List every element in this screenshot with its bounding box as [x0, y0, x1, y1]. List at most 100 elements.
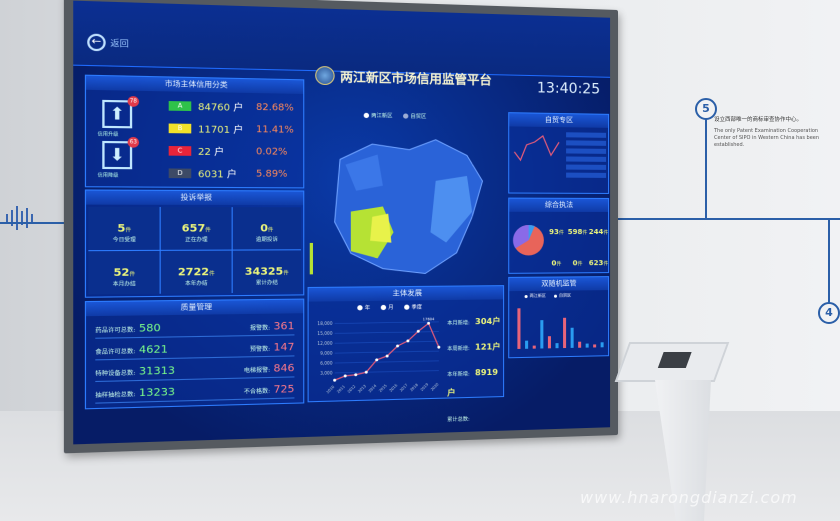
percent: 5.89%: [255, 168, 288, 180]
gridline: [335, 371, 439, 373]
panel-title: 投诉举报: [86, 190, 304, 206]
back-button[interactable]: ← 返回: [87, 33, 129, 52]
peak-label: 17604: [423, 317, 435, 321]
development-stat: 本月新增: 304户: [447, 316, 501, 327]
complaint-stat: 2722件 本年办结: [161, 250, 232, 294]
enforcement-stat: 93件: [549, 228, 564, 237]
enforcement-stat: 0件: [551, 259, 562, 268]
x-tick-label: 2012: [347, 384, 357, 393]
map-district: [335, 138, 483, 274]
inspection-bar: [578, 341, 582, 348]
percent: 82.68%: [255, 102, 294, 114]
count: 11701: [198, 124, 231, 137]
free-trade-list: [566, 132, 607, 178]
quality-row: 药品许可总数: 580 报警数: 361: [95, 320, 294, 339]
development-stat: 本年新增: 8919户: [447, 367, 498, 398]
level-badge: B: [168, 123, 192, 134]
panel-title: 综合执法: [509, 198, 609, 212]
region-option[interactable]: 两江新区: [524, 293, 546, 299]
credit-row: B 11701 户 11.41%: [168, 121, 294, 137]
inspection-bar: [593, 344, 597, 348]
data-point: [416, 329, 420, 333]
x-tick-label: 2017: [399, 383, 409, 392]
gridline: [335, 351, 439, 353]
back-arrow-icon: ←: [87, 33, 106, 52]
inspection-bar: [532, 345, 536, 349]
count: 22: [198, 147, 211, 159]
upgrade-label: 信用升级: [97, 132, 119, 138]
x-tick-label: 2018: [409, 382, 419, 392]
enforcement-panel: 综合执法 93件 598件 244件 0件 0件 623件: [508, 197, 610, 274]
x-tick-label: 2020: [430, 382, 440, 392]
panel-title: 市场主体信用分类: [86, 75, 304, 94]
inspection-bar: [563, 317, 567, 349]
enforcement-stat: 244件: [588, 228, 609, 237]
map-panel: [308, 117, 505, 283]
credit-row: A 84760 户 82.68%: [168, 99, 294, 115]
inspection-bar: [555, 343, 559, 349]
kiosk-screen: [657, 352, 692, 368]
level-badge: C: [168, 145, 192, 156]
step-4: 4: [818, 302, 840, 324]
panel-title: 质量管理: [86, 299, 304, 317]
trend-line-chart: [512, 129, 563, 190]
development-stat: 累计总数: 96483户: [447, 416, 485, 443]
region-map[interactable]: [308, 117, 505, 283]
inspection-bar: [600, 342, 604, 348]
panel-title: 自贸专区: [509, 113, 609, 128]
wall-line: [0, 222, 110, 224]
inspection-bar-chart: [517, 308, 604, 349]
map-district: [430, 175, 473, 243]
downgrade-label: 信用降级: [97, 173, 119, 179]
y-tick-label: 6,000: [320, 361, 333, 366]
pie-slice: [513, 225, 529, 249]
quality-row: 抽样抽检总数: 13233 不合格数: 725: [95, 383, 294, 404]
percent: 0.02%: [255, 146, 288, 158]
data-point: [396, 344, 400, 348]
x-tick-label: 2011: [336, 385, 346, 394]
complaints-panel: 投诉举报 5件 今日受理 657件 正在办理 0件 逾期投诉 52件 本月办结 2722件 本年办…: [84, 189, 305, 298]
y-tick-label: 12,000: [317, 341, 332, 346]
panel-title: 主体发展: [308, 286, 504, 302]
credit-row: D 6031 户 5.89%: [168, 166, 288, 181]
quality-row: 特种设备总数: 31313 电梯报警: 846: [95, 362, 294, 383]
map-district-highlight: [370, 213, 392, 243]
free-trade-panel: 自贸专区: [508, 112, 610, 194]
wall-line: [705, 110, 707, 220]
x-tick-label: 2015: [378, 384, 388, 393]
wall-text-cn: 设立西部唯一的商标审查协作中心。: [714, 117, 803, 123]
complaint-stat: 34325件 累计办结: [232, 250, 302, 294]
credit-panel: 市场主体信用分类 ⬆ 78 信用升级 ⬇ 63 信用降级 A 84760 户 82.…: [84, 74, 305, 189]
credit-row: C 22 户 0.02%: [168, 144, 288, 159]
gridline: [335, 341, 439, 343]
enforcement-stat: 0件: [572, 259, 583, 268]
upgrade-badge: 78: [127, 96, 140, 107]
x-tick-label: 2013: [357, 384, 367, 393]
data-point: [343, 374, 347, 378]
region-option[interactable]: 自贸区: [553, 293, 571, 299]
enforcement-pie-chart: [513, 225, 544, 256]
data-point: [354, 373, 358, 377]
kiosk-stand: [614, 342, 730, 382]
map-district: [345, 154, 383, 191]
x-tick-label: 2014: [368, 383, 378, 393]
panel-title: 双随机监管: [509, 277, 609, 292]
downgrade-badge: 63: [127, 136, 140, 148]
x-tick-label: 2016: [389, 383, 399, 393]
gridline: [335, 332, 439, 334]
page-title: 两江新区市场信用监管平台: [315, 65, 492, 88]
inspection-bar: [570, 327, 574, 348]
wall-line: [615, 218, 840, 220]
inspection-bar: [540, 320, 544, 349]
y-tick-label: 3,000: [320, 370, 333, 375]
y-tick-label: 18,000: [317, 321, 332, 326]
inspection-bar: [547, 336, 551, 349]
quality-panel: 质量管理 药品许可总数: 580 报警数: 361 食品许可总数: 4621 预警数: 147…: [84, 298, 305, 410]
police-badge-logo: [315, 65, 335, 86]
clock: 13:40:25: [536, 80, 601, 98]
quality-row: 食品许可总数: 4621 预警数: 147: [95, 341, 294, 361]
enforcement-stat: 623件: [588, 259, 609, 268]
wall-text-en: The only Patent Examination Cooperation …: [714, 128, 820, 148]
wall-line: [828, 220, 830, 305]
